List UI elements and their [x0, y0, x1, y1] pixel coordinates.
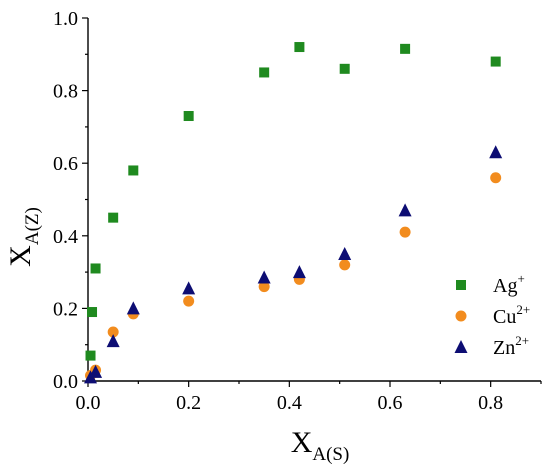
- axes: 0.0 0.2 0.4 0.6 0.8 1.0 0.0 0.2 0.4 0.6 0.8: [53, 8, 542, 414]
- legend-marker-zn: [454, 340, 468, 353]
- data-point-cu: [399, 226, 411, 238]
- data-marks: [84, 42, 503, 384]
- data-point-cu: [258, 281, 270, 293]
- series-ag: [85, 42, 501, 361]
- x-tick-label: 0.0: [76, 392, 101, 414]
- y-tick-label: 0.0: [53, 371, 78, 393]
- legend-label-zn: Zn2+: [493, 333, 529, 359]
- y-tick-label: 0.6: [53, 153, 78, 175]
- legend-label-ag: Ag+: [493, 271, 525, 297]
- data-point-ag: [490, 56, 501, 67]
- y-tick-label: 1.0: [53, 8, 78, 30]
- x-tick-label: 0.4: [277, 392, 302, 414]
- data-point-cu: [183, 295, 195, 307]
- data-point-zn: [292, 265, 306, 279]
- data-point-zn: [182, 281, 196, 295]
- x-axis-title: XA(S): [291, 426, 350, 464]
- legend-label-cu: Cu2+: [493, 302, 530, 328]
- y-axis-title: XA(Z): [4, 207, 43, 267]
- data-point-ag: [108, 212, 119, 223]
- legend-marker-cu: [455, 310, 467, 322]
- data-point-ag: [294, 42, 305, 53]
- data-point-zn: [398, 203, 412, 217]
- series-cu: [85, 172, 502, 382]
- data-point-cu: [490, 172, 502, 184]
- data-point-cu: [107, 326, 119, 338]
- data-point-ag: [259, 67, 270, 78]
- y-tick-label: 0.2: [53, 298, 78, 320]
- legend-item-ag: Ag+: [456, 271, 525, 297]
- legend-item-zn: Zn2+: [454, 333, 529, 359]
- y-tick-label: 0.8: [53, 81, 78, 103]
- legend-marker-ag: [456, 280, 466, 290]
- data-point-zn: [126, 301, 140, 315]
- data-point-zn: [489, 145, 503, 159]
- legend: Ag+ Cu2+ Zn2+: [454, 271, 530, 359]
- y-tick-label: 0.4: [53, 226, 78, 248]
- data-point-ag: [85, 350, 96, 361]
- data-point-zn: [106, 334, 120, 348]
- data-point-cu: [339, 259, 351, 271]
- x-tick-label: 0.8: [478, 392, 503, 414]
- data-point-ag: [339, 63, 350, 74]
- data-point-ag: [87, 307, 98, 318]
- legend-item-cu: Cu2+: [455, 302, 530, 328]
- data-point-zn: [338, 246, 352, 260]
- x-tick-label: 0.2: [176, 392, 201, 414]
- data-point-ag: [128, 165, 139, 176]
- series-zn: [84, 145, 503, 384]
- data-point-zn: [89, 364, 103, 378]
- x-tick-label: 0.6: [378, 392, 403, 414]
- data-point-ag: [183, 111, 194, 122]
- data-point-zn: [257, 270, 271, 284]
- data-point-ag: [90, 263, 101, 274]
- data-point-ag: [400, 43, 411, 54]
